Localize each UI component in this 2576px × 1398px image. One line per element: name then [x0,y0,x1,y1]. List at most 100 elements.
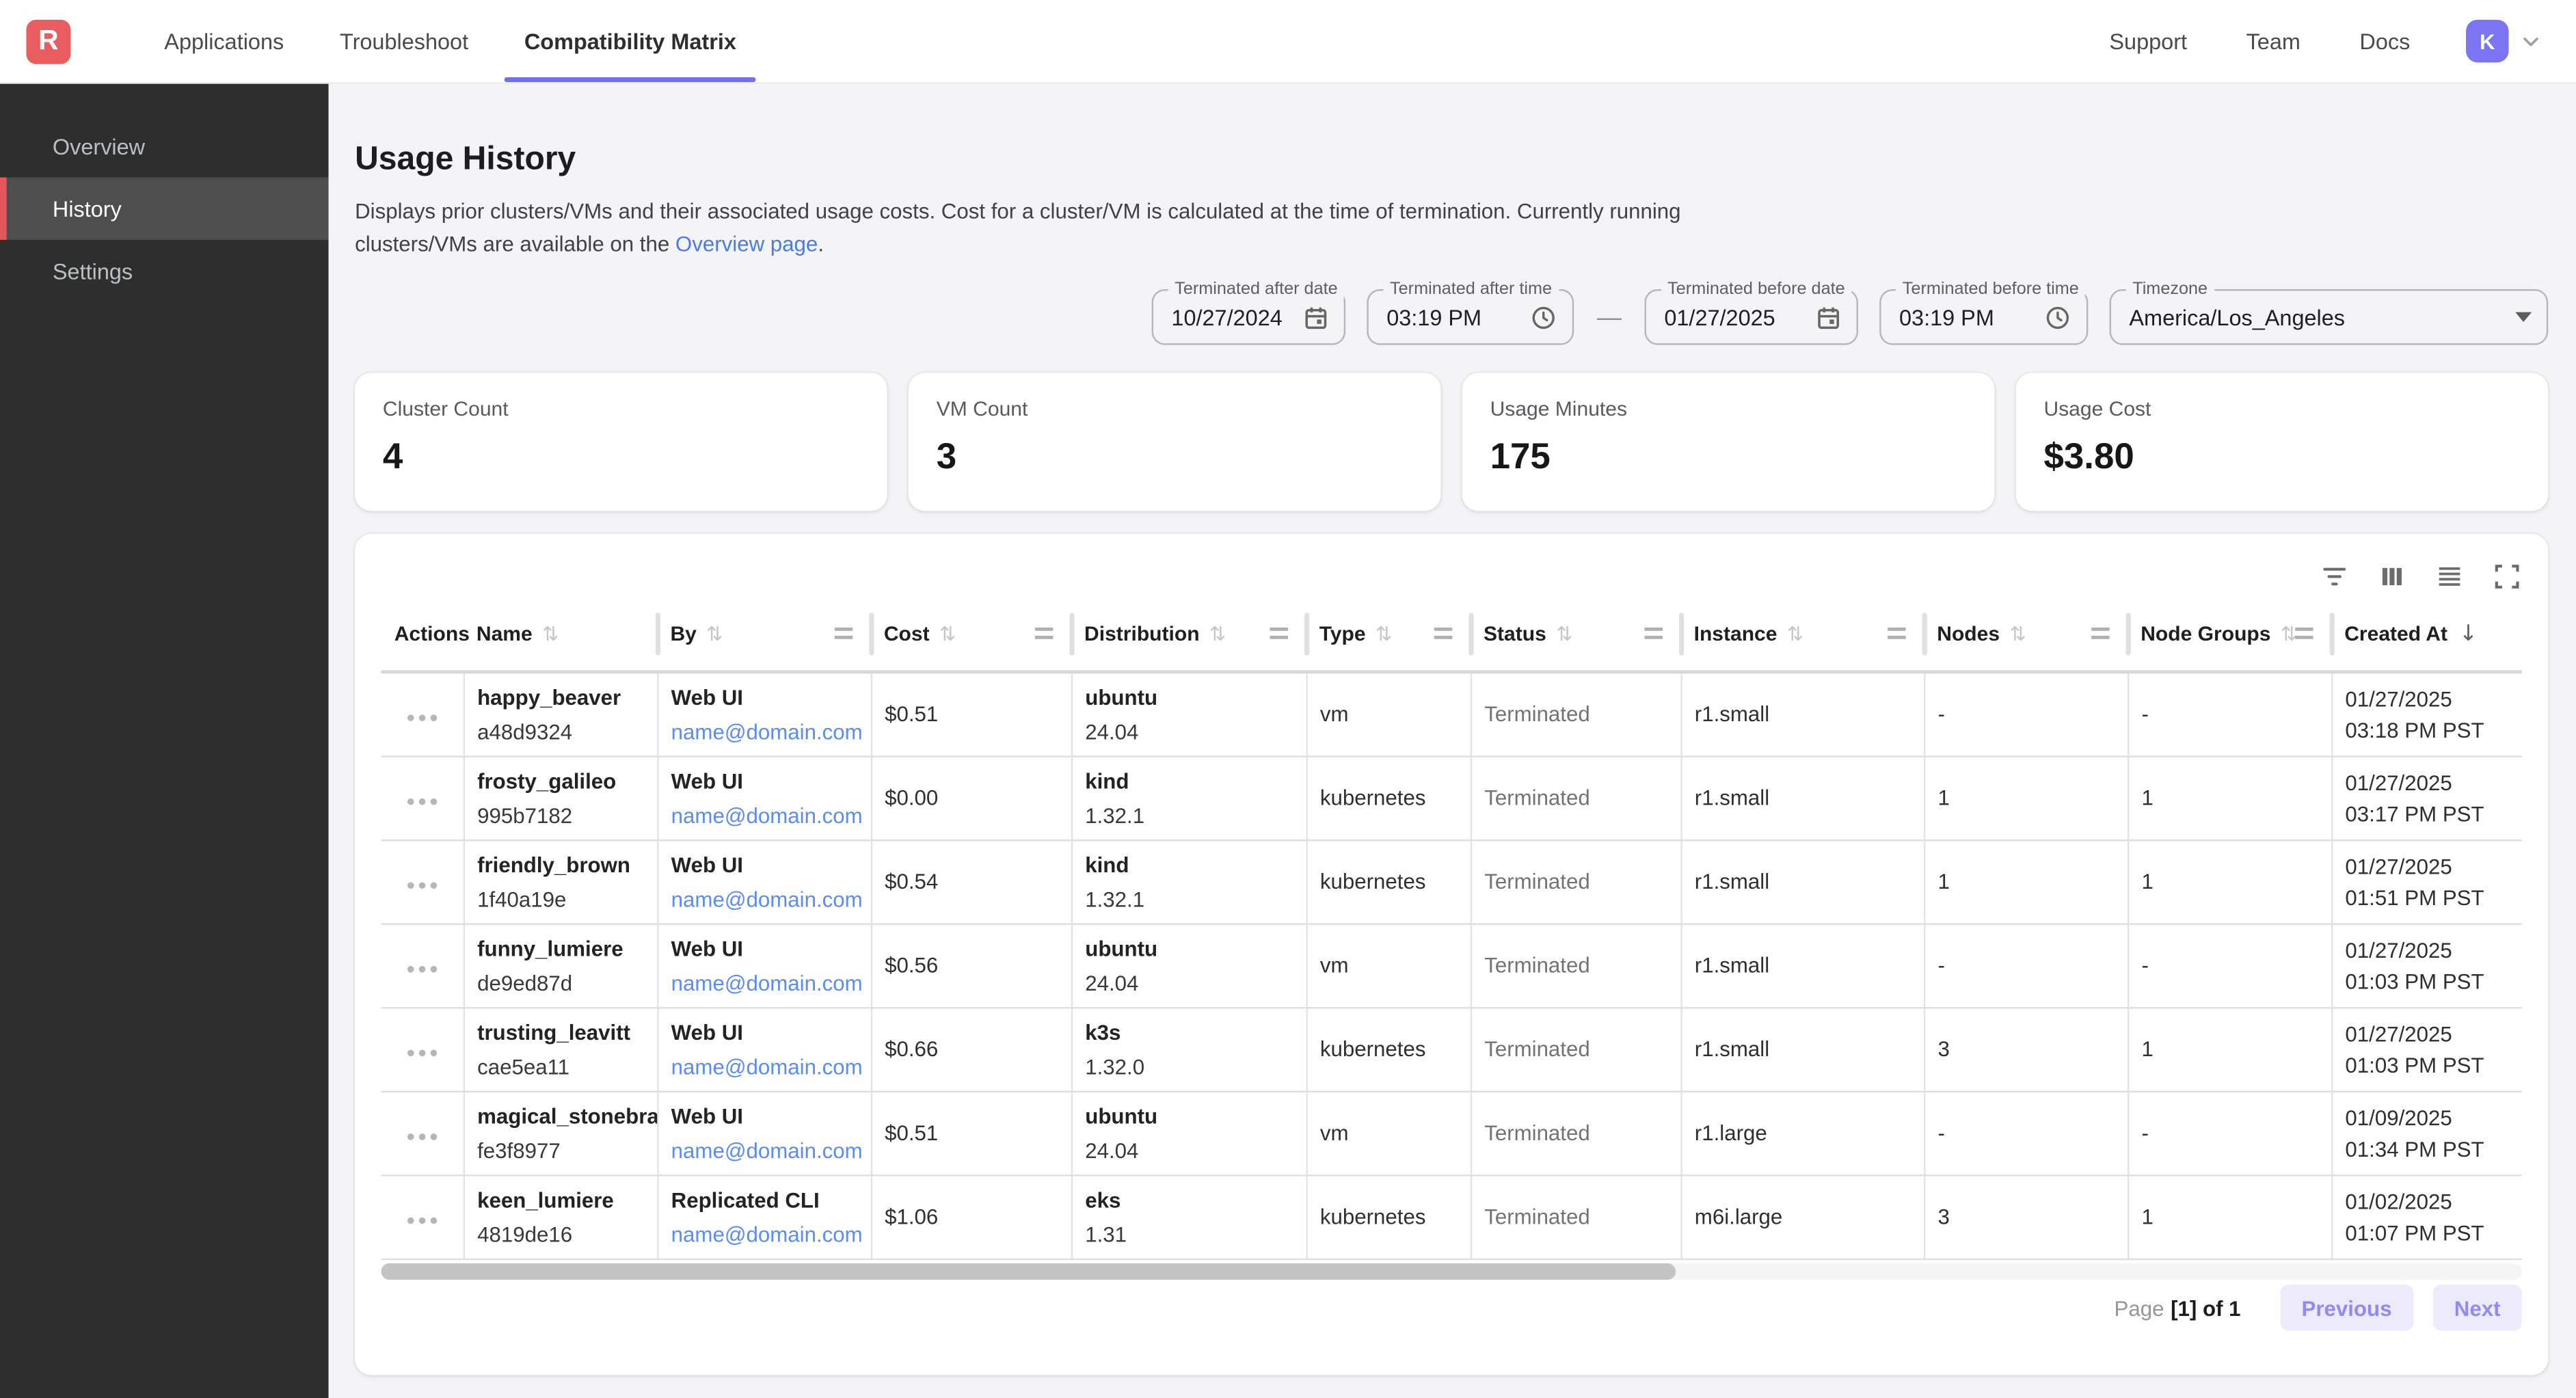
table-row: friendly_brown1f40a19eWeb UIname@domain.… [381,839,2522,924]
next-page-button[interactable]: Next [2433,1285,2522,1330]
column-label: Created At [2344,623,2447,646]
sort-icon[interactable]: ⇅ [1376,623,1392,646]
sidebar-item-history[interactable]: History [0,178,329,240]
column-drag-handle[interactable] [835,628,853,639]
sidebar-item-overview[interactable]: Overview [0,115,329,177]
toolbar-filter-button[interactable] [2313,555,2356,597]
sort-icon[interactable]: ⇅ [706,623,723,646]
column-header-name[interactable]: Name⇅ [464,598,658,672]
table-row: keen_lumiere4819de16Replicated CLIname@d… [381,1174,2522,1259]
calendar-icon[interactable] [1303,303,1329,331]
horizontal-scrollbar-thumb[interactable] [381,1263,1676,1279]
column-header-instance[interactable]: Instance⇅ [1680,598,1924,672]
row-actions-button[interactable] [398,791,446,811]
sort-icon[interactable]: ⇅ [2009,623,2026,646]
cell-distribution: k3s1.32.0 [1071,1007,1306,1091]
column-drag-handle[interactable] [1035,628,1053,639]
stat-card-vm-count: VM Count3 [909,373,1441,511]
avatar[interactable]: K [2466,20,2508,62]
nav-link-support[interactable]: Support [2080,29,2216,53]
column-drag-handle[interactable] [1888,628,1905,639]
row-actions-button[interactable] [398,875,446,895]
sort-icon[interactable]: ⇅ [939,623,956,646]
sidebar-item-settings[interactable]: Settings [0,240,329,302]
clock-icon[interactable] [1529,303,1557,331]
column-header-created-at[interactable]: Created At ↓ [2331,598,2522,672]
overview-page-link[interactable]: Overview page [675,232,818,256]
column-label: Actions [394,623,470,646]
sort-desc-icon[interactable]: ↓ [2459,621,2478,647]
calendar-icon[interactable] [1815,303,1841,331]
email-link[interactable]: name@domain.com [671,719,863,744]
column-header-by[interactable]: By⇅ [657,598,870,672]
filter-value: 01/27/2025 [1646,305,1775,330]
cell-nodes: 3 [1924,1007,2128,1091]
row-actions-button[interactable] [398,1210,446,1230]
description-line1: Displays prior clusters/VMs and their as… [355,199,1680,224]
nav-tab-troubleshoot[interactable]: Troubleshoot [312,0,496,82]
column-header-status[interactable]: Status⇅ [1471,598,1681,672]
nav-link-team[interactable]: Team [2216,29,2330,53]
email-link[interactable]: name@domain.com [671,1138,863,1162]
toolbar-columns-button[interactable] [2371,555,2413,597]
column-header-cost[interactable]: Cost ⇅ [871,598,1071,672]
email-link[interactable]: name@domain.com [671,803,863,827]
column-drag-handle[interactable] [1645,628,1663,639]
cell-actions [381,1091,464,1175]
filter-terminated-before-time[interactable]: Terminated before time03:19 PM [1879,289,2088,345]
toolbar-density-button[interactable] [2428,555,2471,597]
dropdown-icon[interactable] [2515,312,2532,322]
horizontal-scrollbar-track[interactable] [381,1263,2522,1279]
sort-icon[interactable]: ⇅ [542,623,559,646]
column-drag-handle[interactable] [1434,628,1452,639]
chevron-down-icon [2519,29,2543,53]
sort-icon[interactable]: ⇅ [1556,623,1572,646]
cell-type: vm [1306,924,1470,1008]
usage-history-table: ActionsName⇅By⇅Cost⇅Distribution⇅Type⇅St… [381,598,2522,1259]
column-header-node-groups[interactable]: Node Groups⇅ [2128,598,2331,672]
filter-timezone[interactable]: TimezoneAmerica/Los_Angeles [2110,289,2549,345]
app-logo[interactable]: R [26,19,70,64]
stat-card-usage-cost: Usage Cost$3.80 [2016,373,2549,511]
column-header-nodes[interactable]: Nodes ⇅ [1924,598,2128,672]
filter-terminated-after-time[interactable]: Terminated after time03:19 PM [1367,289,1574,345]
row-actions-button[interactable] [398,1043,446,1062]
description-suffix: . [818,232,824,256]
filter-terminated-before-date[interactable]: Terminated before date01/27/2025 [1645,289,1858,345]
ellipsis-icon [405,868,439,893]
toolbar-fullscreen-button[interactable] [2486,555,2528,597]
nav-tab-compatibility-matrix[interactable]: Compatibility Matrix [496,0,764,82]
email-link[interactable]: name@domain.com [671,970,863,995]
filter-terminated-after-date[interactable]: Terminated after date10/27/2024 [1152,289,1346,345]
nav-link-docs[interactable]: Docs [2330,29,2439,53]
sort-icon[interactable]: ⇅ [1787,623,1803,646]
sort-icon[interactable]: ⇅ [1209,623,1226,646]
cell-type: kubernetes [1306,1007,1470,1091]
email-link[interactable]: name@domain.com [671,1222,863,1246]
column-header-type[interactable]: Type⇅ [1306,598,1470,672]
page-indicator-label: Page [2115,1295,2164,1320]
column-label: Nodes [1937,623,2000,646]
clock-icon[interactable] [2043,303,2071,331]
row-actions-button[interactable] [398,1126,446,1146]
ellipsis-icon [405,1120,439,1144]
column-drag-handle[interactable] [2091,628,2109,639]
nav-tab-applications[interactable]: Applications [136,0,312,82]
email-link[interactable]: name@domain.com [671,886,863,911]
cell-status: Terminated [1471,755,1681,839]
page-title: Usage History [355,139,2576,179]
column-header-distribution[interactable]: Distribution⇅ [1071,598,1306,672]
previous-page-button[interactable]: Previous [2280,1285,2413,1330]
cell-type: vm [1306,1091,1470,1175]
row-actions-button[interactable] [398,708,446,727]
account-menu[interactable]: K [2466,20,2543,62]
cell-nodes: - [1924,672,2128,756]
column-drag-handle[interactable] [2295,628,2313,639]
email-link[interactable]: name@domain.com [671,1054,863,1079]
navbar-right: SupportTeamDocs K [2080,20,2543,62]
row-actions-button[interactable] [398,958,446,978]
cell-instance: r1.small [1680,1007,1924,1091]
cell-by: Web UIname@domain.com [657,839,870,924]
column-label: Cost [884,623,930,646]
column-drag-handle[interactable] [1270,628,1288,639]
